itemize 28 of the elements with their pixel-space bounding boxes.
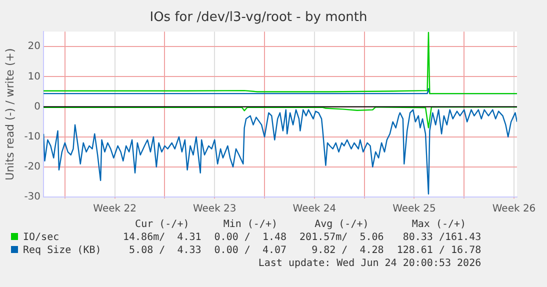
text: Min (-/+) xyxy=(222,218,278,231)
text: Last update: Wed Jun 24 20:00:53 2026 xyxy=(257,257,482,270)
text: 5.08 / 4.33 xyxy=(128,244,202,257)
y-tick-label: 0 xyxy=(34,101,41,112)
x-tick-label: Week 24 xyxy=(292,204,336,215)
y-tick-label: 20 xyxy=(28,41,41,52)
legend-label: IO/sec xyxy=(22,231,60,244)
text: 14.86m/ 4.31 xyxy=(122,231,202,244)
text: Max (-/+) xyxy=(410,218,468,231)
chart-title: IOs for /dev/l3-vg/root - by month xyxy=(150,10,368,26)
y-axis-title: Units read (-) / write (+) xyxy=(3,48,16,180)
text: 80.33 /161.43 xyxy=(402,231,482,244)
text: Cur (-/+) xyxy=(134,218,190,231)
x-tick-label: Week 26 xyxy=(492,204,536,215)
y-tick-label: 10 xyxy=(28,71,41,82)
x-tick-label: Week 23 xyxy=(192,204,236,215)
text: 128.61 / 16.78 xyxy=(396,244,482,257)
text: 0.00 / 1.48 xyxy=(213,231,288,244)
text: 0.00 / 4.07 xyxy=(213,244,288,257)
text: 9.82 / 4.28 xyxy=(310,244,385,257)
text: 201.57m/ 5.06 xyxy=(298,231,385,244)
y-tick-label: -30 xyxy=(24,192,41,203)
y-tick-label: -20 xyxy=(24,162,41,173)
x-tick-label: Week 25 xyxy=(392,204,436,215)
text: Avg (-/+) xyxy=(314,218,370,231)
legend-label: Req Size (KB) xyxy=(22,244,102,257)
x-tick-label: Week 22 xyxy=(93,204,136,215)
y-tick-label: -10 xyxy=(24,131,41,142)
